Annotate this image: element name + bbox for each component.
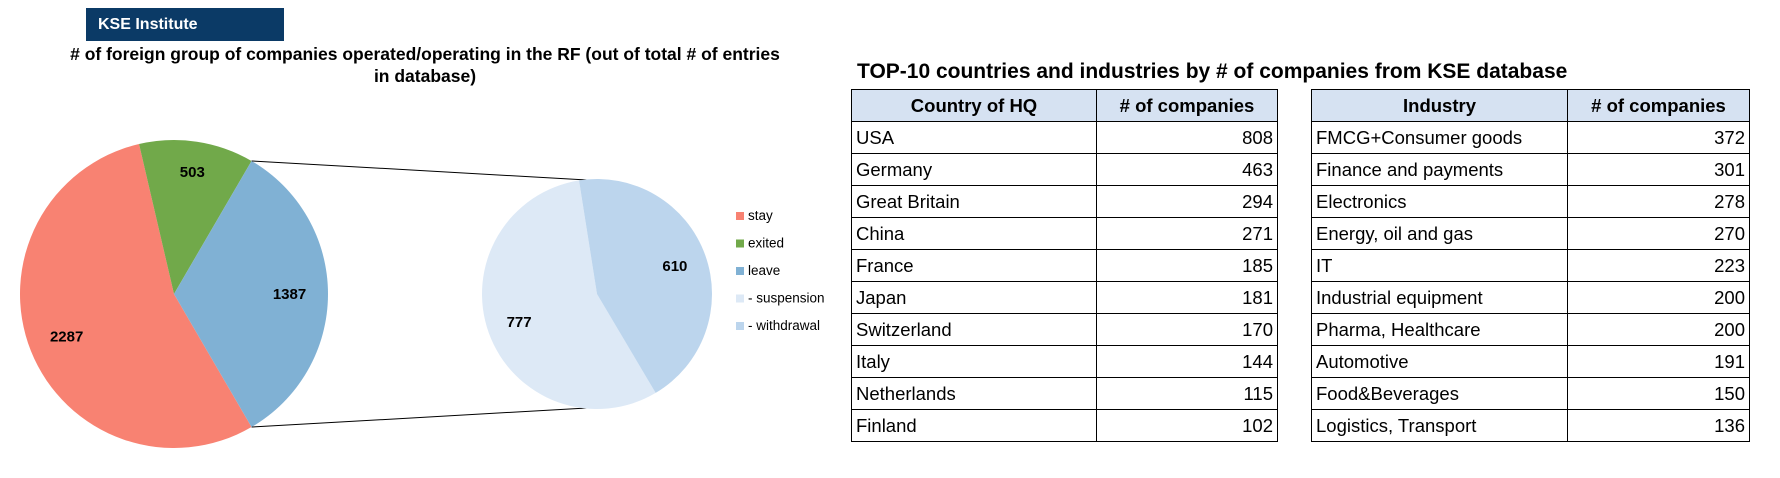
chart-title: # of foreign group of companies operated… — [70, 44, 780, 86]
slice-suspension — [482, 180, 656, 409]
data-label-suspension: 777 — [507, 314, 532, 331]
table-row: Food&Beverages 150 — [1311, 377, 1750, 410]
table-row: Pharma, Healthcare 200 — [1311, 313, 1750, 346]
table-header-row: Industry # of companies — [1311, 89, 1750, 122]
industry-table: Industry # of companies FMCG+Consumer go… — [1311, 89, 1750, 442]
count-cell: 294 — [1096, 185, 1278, 218]
count-cell: 270 — [1567, 217, 1750, 250]
slice-stay — [20, 144, 252, 448]
table-row: Great Britain 294 — [851, 185, 1278, 218]
count-cell: 200 — [1567, 281, 1750, 314]
industry-name-cell: Energy, oil and gas — [1311, 217, 1568, 250]
country-name-cell: Italy — [851, 345, 1097, 378]
legend-swatch — [736, 239, 744, 248]
count-cell: 185 — [1096, 249, 1278, 282]
count-cell: 223 — [1567, 249, 1750, 282]
country-name-cell: Japan — [851, 281, 1097, 314]
table-row: Finance and payments 301 — [1311, 153, 1750, 186]
table-row: Netherlands 115 — [851, 377, 1278, 410]
table-row: Japan 181 — [851, 281, 1278, 314]
legend-item-label: - withdrawal — [748, 318, 820, 333]
industry-name-cell: Industrial equipment — [1311, 281, 1568, 314]
table-row: China 271 — [851, 217, 1278, 250]
data-label-withdrawal: 610 — [662, 258, 687, 275]
tables-title: TOP-10 countries and industries by # of … — [857, 60, 1568, 83]
data-label-exited: 503 — [180, 164, 205, 181]
industry-name-cell: Automotive — [1311, 345, 1568, 378]
industry-name-cell: Finance and payments — [1311, 153, 1568, 186]
table-row: Energy, oil and gas 270 — [1311, 217, 1750, 250]
industry-name-cell: Electronics — [1311, 185, 1568, 218]
legend-item-label: stay — [748, 208, 773, 223]
country-name-cell: Great Britain — [851, 185, 1097, 218]
count-cell: 181 — [1096, 281, 1278, 314]
country-name-cell: France — [851, 249, 1097, 282]
industry-name-cell: Pharma, Healthcare — [1311, 313, 1568, 346]
count-cell: 372 — [1567, 121, 1750, 154]
count-cell: 191 — [1567, 345, 1750, 378]
country-table: Country of HQ # of companies USA 808 Germa… — [851, 89, 1278, 442]
industry-name-cell: FMCG+Consumer goods — [1311, 121, 1568, 154]
table-row: Industrial equipment 200 — [1311, 281, 1750, 314]
count-cell: 102 — [1096, 409, 1278, 442]
header-country: Country of HQ — [851, 89, 1097, 122]
legend-swatch — [736, 322, 744, 330]
data-label-stay: 2287 — [50, 329, 83, 346]
country-name-cell: Finland — [851, 409, 1097, 442]
legend-swatch — [736, 267, 744, 275]
count-cell: 144 — [1096, 345, 1278, 378]
slice-withdrawal — [579, 178, 713, 393]
industry-name-cell: Food&Beverages — [1311, 377, 1568, 410]
slice-leave — [174, 160, 328, 428]
legend-item-label: - suspension — [748, 291, 825, 306]
industry-table-body: FMCG+Consumer goods 372 Finance and paymen… — [1311, 121, 1750, 442]
brand-badge: KSE Institute — [86, 8, 284, 41]
count-cell: 136 — [1567, 409, 1750, 442]
table-row: Logistics, Transport 136 — [1311, 409, 1750, 442]
country-name-cell: Switzerland — [851, 313, 1097, 346]
legend-swatch — [736, 212, 744, 220]
count-cell: 463 — [1096, 153, 1278, 186]
country-name-cell: Germany — [851, 153, 1097, 186]
count-cell: 150 — [1567, 377, 1750, 410]
count-cell: 170 — [1096, 313, 1278, 346]
country-name-cell: Netherlands — [851, 377, 1097, 410]
table-row: Finland 102 — [851, 409, 1278, 442]
connector-line-bottom — [251, 407, 588, 428]
connector-line-top — [251, 160, 588, 181]
count-cell: 278 — [1567, 185, 1750, 218]
country-table-body: USA 808 Germany 463 Great Britain 294 China 271… — [851, 121, 1278, 442]
table-row: USA 808 — [851, 121, 1278, 154]
table-row: Italy 144 — [851, 345, 1278, 378]
legend-item-label: leave — [748, 263, 780, 278]
count-cell: 200 — [1567, 313, 1750, 346]
country-name-cell: USA — [851, 121, 1097, 154]
count-cell: 115 — [1096, 377, 1278, 410]
legend-swatch — [736, 294, 744, 303]
count-cell: 808 — [1096, 121, 1278, 154]
table-row: France 185 — [851, 249, 1278, 282]
table-row: Electronics 278 — [1311, 185, 1750, 218]
table-row: FMCG+Consumer goods 372 — [1311, 121, 1750, 154]
table-row: Switzerland 170 — [851, 313, 1278, 346]
table-header-row: Country of HQ # of companies — [851, 89, 1278, 122]
table-row: Germany 463 — [851, 153, 1278, 186]
table-row: IT 223 — [1311, 249, 1750, 282]
table-row: Automotive 191 — [1311, 345, 1750, 378]
count-cell: 271 — [1096, 217, 1278, 250]
header-count: # of companies — [1567, 89, 1750, 122]
header-count: # of companies — [1096, 89, 1278, 122]
pie-of-pie-chart: 2287 503 1387 777 610 stay exited leave - suspen… — [20, 140, 825, 448]
legend-item-label: exited — [748, 236, 784, 251]
industry-name-cell: IT — [1311, 249, 1568, 282]
country-name-cell: China — [851, 217, 1097, 250]
industry-name-cell: Logistics, Transport — [1311, 409, 1568, 442]
header-industry: Industry — [1311, 89, 1568, 122]
slice-exited — [139, 140, 252, 294]
data-label-leave: 1387 — [273, 286, 306, 303]
count-cell: 301 — [1567, 153, 1750, 186]
